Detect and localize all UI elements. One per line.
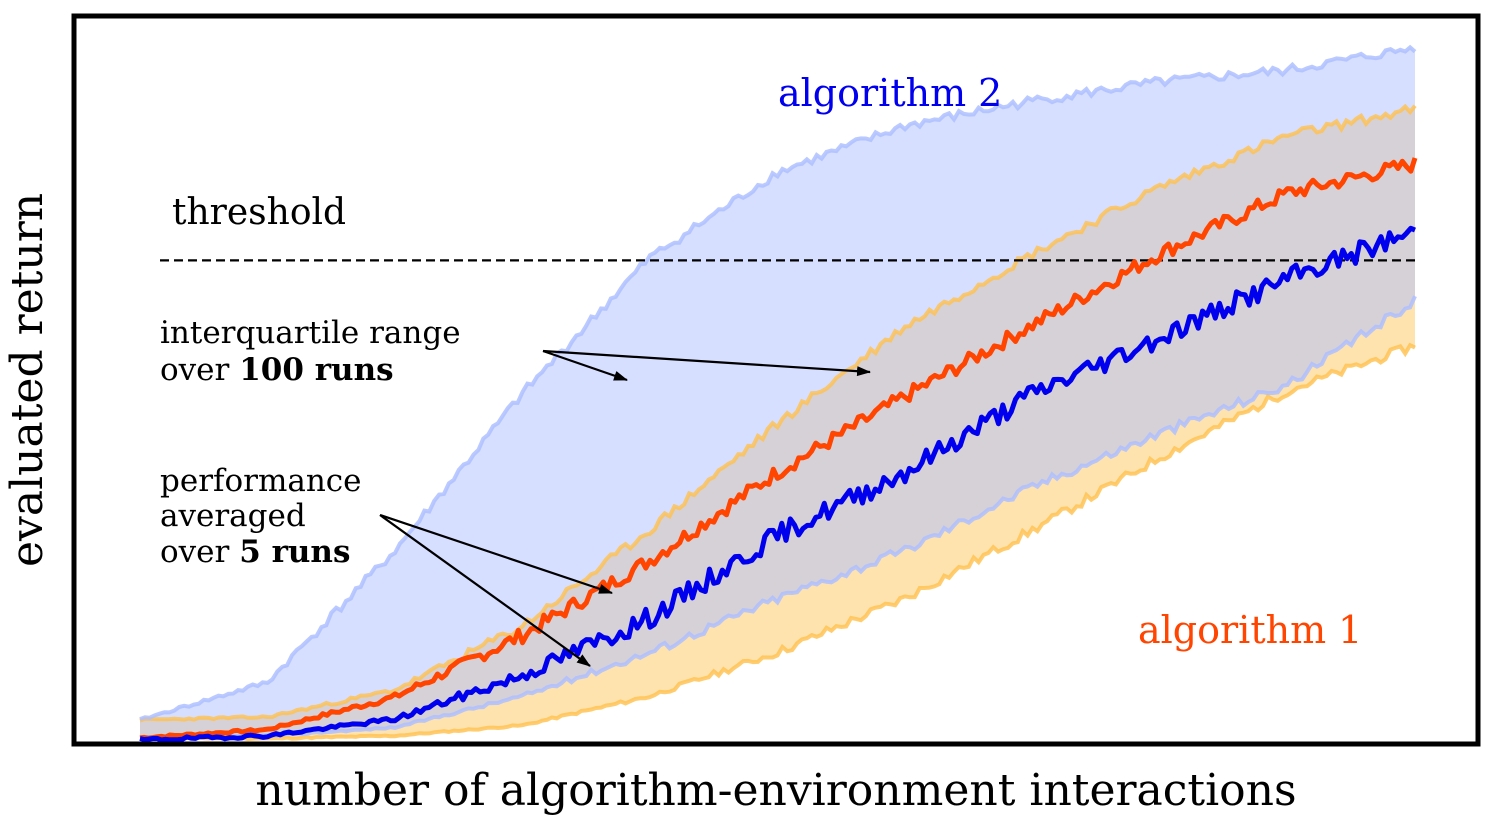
arrow-iqr-to-algorithm-2-band [542, 349, 628, 382]
annotation-performance-over: over [160, 534, 230, 570]
bands-group [139, 44, 1417, 742]
arrow-performance-to-algorithm-2-mean [379, 514, 591, 667]
mean-line-algorithm-2 [139, 225, 1416, 743]
plot-frame [71, 13, 1481, 747]
arrow-performance-to-algorithm-1-mean [379, 513, 613, 595]
annotation-iqr-line-1: interquartile range [160, 315, 461, 351]
annotation-algorithm-2: algorithm 2 [778, 71, 1002, 115]
annotation-performance-5-runs: 5 runs [239, 534, 350, 570]
annotation-performance-line-2: averaged [160, 498, 306, 534]
annotation-performance-line-1: performance [160, 463, 362, 499]
arrow-iqr-to-algorithm-1-band [542, 349, 871, 377]
annotation-performance-line-3: over 5 runs [160, 534, 350, 570]
iqr-lower-edge-algorithm-2 [140, 295, 1417, 740]
iqr-upper-edge-algorithm-1 [139, 103, 1417, 723]
iqr-upper-edge-algorithm-2 [139, 44, 1417, 721]
annotation-algorithm-1: algorithm 1 [1138, 608, 1362, 652]
annotation-iqr-over: over [160, 352, 230, 388]
iqr-lower-edge-algorithm-1 [139, 342, 1416, 742]
threshold-label: threshold [172, 192, 346, 233]
mean-line-algorithm-1 [139, 157, 1418, 741]
annotation-arrows [379, 349, 871, 667]
x-axis-label: number of algorithm-environment interact… [255, 765, 1296, 816]
annotation-iqr-line-2: over 100 runs [160, 352, 394, 388]
annotation-iqr-100-runs: 100 runs [239, 352, 393, 388]
y-axis-label: evaluated return [2, 193, 53, 567]
iqr-band-algorithm-2 [140, 47, 1415, 738]
